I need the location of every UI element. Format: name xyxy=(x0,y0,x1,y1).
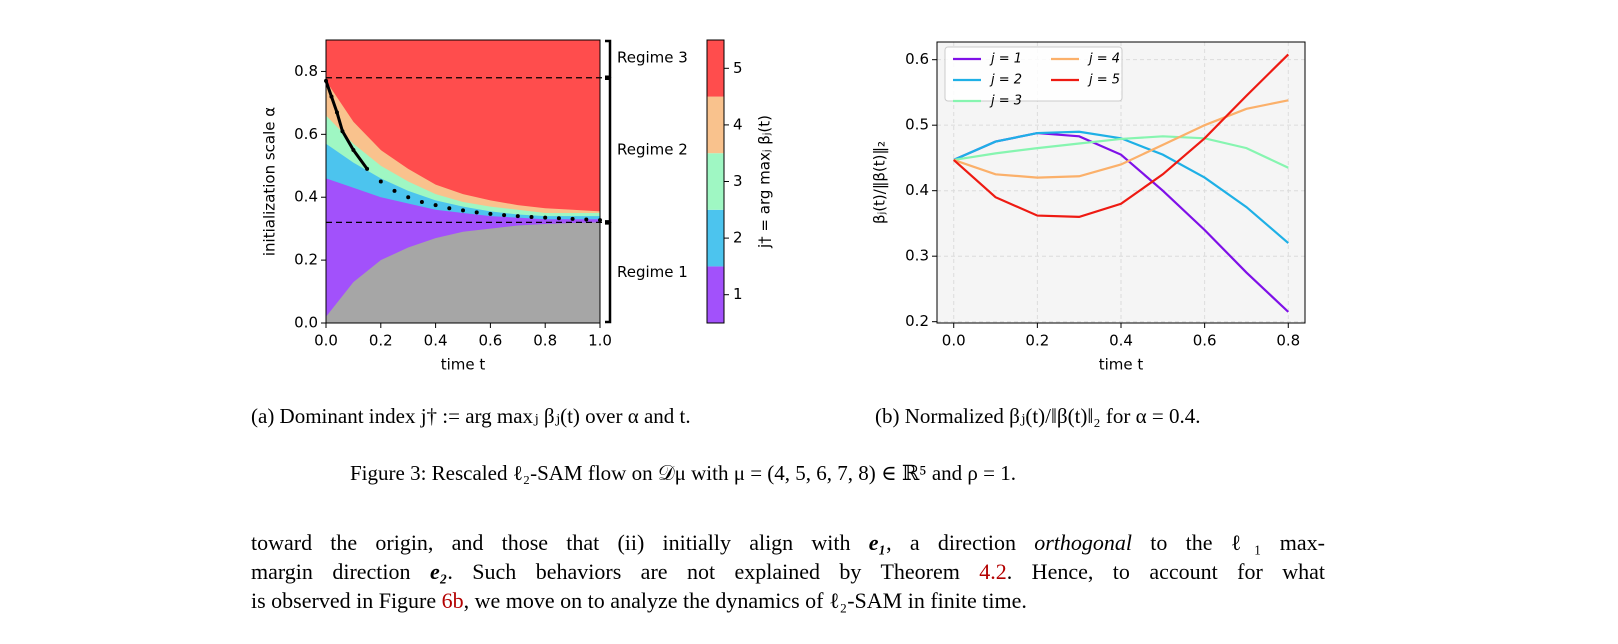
line xyxy=(952,53,1290,218)
text: is observed in Figure xyxy=(251,588,442,613)
y-tick-label: 0.5 xyxy=(905,116,929,134)
legend-label: j = 4 xyxy=(1087,52,1120,67)
plot-frame xyxy=(325,39,601,324)
x-tick-label: 0.4 xyxy=(424,332,448,350)
x-tick-label: 0.0 xyxy=(942,332,966,350)
y-axis-label: initialization scale α xyxy=(261,107,279,256)
colorbar-band xyxy=(707,153,724,210)
transition-point xyxy=(365,166,370,171)
transition-point xyxy=(419,199,424,204)
colorbar-frame xyxy=(706,39,725,324)
x-tick-label: 0.6 xyxy=(478,332,502,350)
y-tick-label: 0.2 xyxy=(905,312,929,330)
transition-point xyxy=(392,188,397,193)
colorbar-band xyxy=(707,40,724,97)
line xyxy=(953,135,1289,169)
regime-label: Regime 3 xyxy=(617,49,688,67)
colorbar-label: j† = arg maxⱼ βⱼ(t) xyxy=(756,115,774,249)
figure-caption: Figure 3: Rescaled ℓ₂-SAM flow on 𝒟μ wit… xyxy=(350,461,1016,485)
figure: 0.0 0.2 0.4 0.6 0.8 1.0 0.0 0.2 0.4 0.6 0.8 time t i… xyxy=(261,39,1306,374)
colorbar-band xyxy=(707,209,724,267)
regime-bracket xyxy=(605,77,612,223)
colorbar-tick-label: 2 xyxy=(733,229,743,247)
text: . Such behaviors are not explained by Th… xyxy=(447,559,980,584)
colorbar-tick-label: 1 xyxy=(733,285,743,303)
text: , we move on to analyze the dynamics of … xyxy=(463,588,1027,613)
paragraph-line: margin direction e₂. Such behaviors are … xyxy=(251,559,1325,585)
transition-point xyxy=(502,213,507,218)
x-tick-label: 0.6 xyxy=(1193,332,1217,350)
transition-point xyxy=(334,110,339,115)
y-tick-label: 0.4 xyxy=(294,188,318,206)
transition-point xyxy=(406,195,411,200)
text: e₁ xyxy=(868,530,887,555)
text: . Hence, to account for what xyxy=(1006,559,1325,584)
transition-point xyxy=(351,148,356,153)
caption-b: (b) Normalized βⱼ(t)/‖β(t)‖₂ for α = 0.4… xyxy=(875,404,1201,428)
x-tick-label: 0.2 xyxy=(1025,332,1049,350)
y-tick-label: 0.4 xyxy=(905,181,929,199)
x-axis-label: time t xyxy=(1099,356,1144,374)
reference[interactable]: 6b xyxy=(441,588,464,613)
x-tick-label: 0.4 xyxy=(1109,332,1133,350)
text: toward the origin, and those that (ii) i… xyxy=(251,530,869,555)
x-axis-label: time t xyxy=(441,356,486,374)
colorbar-tick-label: 3 xyxy=(733,172,743,190)
colorbar-tick-label: 5 xyxy=(733,59,743,77)
text: margin direction xyxy=(251,559,430,584)
legend-label: j = 3 xyxy=(989,94,1022,109)
transition-point xyxy=(556,216,561,221)
y-tick-label: 0.0 xyxy=(294,314,318,332)
y-tick-label: 0.6 xyxy=(905,50,929,68)
plot-frame xyxy=(936,41,1306,324)
x-tick-label: 0.2 xyxy=(369,332,393,350)
x-tick-label: 0.8 xyxy=(1276,332,1300,350)
transition-point xyxy=(488,211,493,216)
transition-point xyxy=(584,217,589,222)
region xyxy=(326,222,600,323)
transition-point xyxy=(474,210,479,215)
transition-point xyxy=(340,129,345,134)
transition-point xyxy=(543,215,548,220)
y-axis-label: βⱼ(t)/‖β(t)‖₂ xyxy=(871,141,889,224)
y-tick-label: 0.8 xyxy=(294,62,318,80)
transition-point xyxy=(329,94,334,99)
legend-label: j = 2 xyxy=(989,73,1022,88)
transition-point xyxy=(515,214,520,219)
x-tick-label: 0.8 xyxy=(533,332,557,350)
x-tick-label: 0.0 xyxy=(314,332,338,350)
transition-point xyxy=(433,203,438,208)
regime-label: Regime 1 xyxy=(617,263,688,281)
colorbar-tick-label: 4 xyxy=(733,115,743,133)
transition-point xyxy=(570,216,575,221)
regime-bracket xyxy=(605,39,612,78)
transition-point xyxy=(447,206,452,211)
text: e₂ xyxy=(429,559,448,584)
text: to the ℓ₁ max- xyxy=(1132,530,1325,555)
transition-point xyxy=(378,179,383,184)
y-tick-label: 0.2 xyxy=(294,251,318,269)
y-tick-label: 0.3 xyxy=(905,247,929,265)
legend-box xyxy=(944,46,1123,102)
transition-point xyxy=(529,215,534,220)
text: orthogonal xyxy=(1034,530,1133,555)
transition-point xyxy=(461,208,465,213)
regime-bracket xyxy=(605,222,612,324)
line xyxy=(953,99,1289,179)
legend-label: j = 5 xyxy=(1087,73,1120,88)
caption-a: (a) Dominant index j† := arg maxⱼ βⱼ(t) … xyxy=(251,404,691,428)
regime-label: Regime 2 xyxy=(617,141,688,159)
colorbar-band xyxy=(707,96,724,154)
paragraph-line: toward the origin, and those that (ii) i… xyxy=(251,530,1325,556)
transition-curve xyxy=(324,80,369,170)
paragraph-line: is observed in Figure 6b, we move on to … xyxy=(251,588,1325,614)
reference[interactable]: 4.2 xyxy=(979,559,1007,584)
colorbar-band xyxy=(707,266,724,323)
text: , a direction xyxy=(886,530,1035,555)
x-tick-label: 1.0 xyxy=(588,332,612,350)
legend-label: j = 1 xyxy=(989,52,1022,67)
y-tick-label: 0.6 xyxy=(294,125,318,143)
